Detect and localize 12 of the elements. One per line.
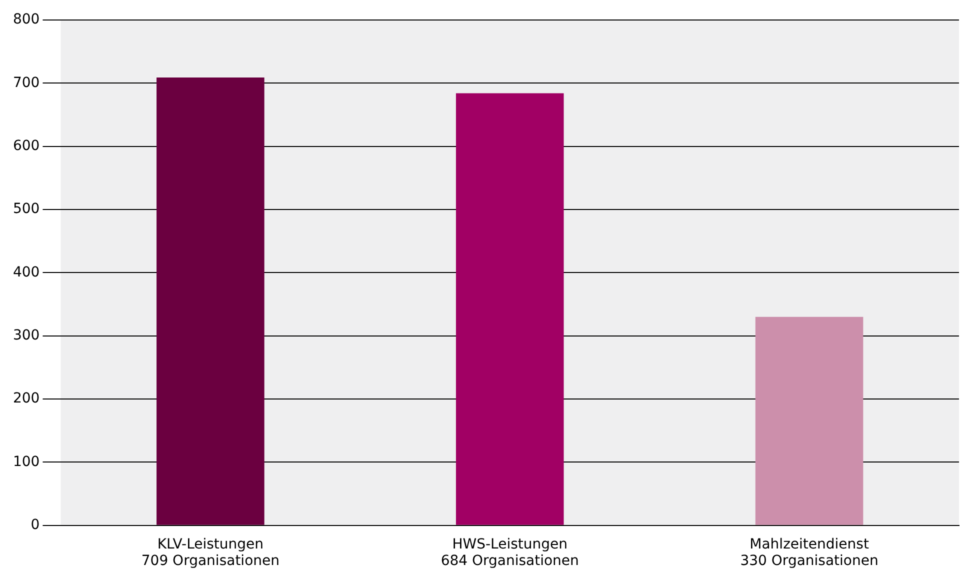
x-tick-label: KLV-Leistungen 709 Organisationen: [141, 536, 280, 570]
y-tick-label: 600: [12, 138, 40, 154]
y-tick-label: 200: [12, 390, 40, 407]
x-tick-label: Mahlzeitendienst 330 Organisationen: [740, 536, 878, 570]
y-tick-label: 800: [12, 12, 40, 28]
y-tick-label: 0: [30, 517, 40, 534]
y-tick-label: 300: [12, 328, 40, 344]
y-tick-label: 500: [12, 201, 40, 218]
y-tick-label: 100: [12, 454, 40, 470]
y-tick-label: 400: [12, 264, 40, 280]
y-tick-label: 700: [12, 74, 40, 91]
x-tick-label: HWS-Leistungen 684 Organisationen: [440, 536, 579, 570]
